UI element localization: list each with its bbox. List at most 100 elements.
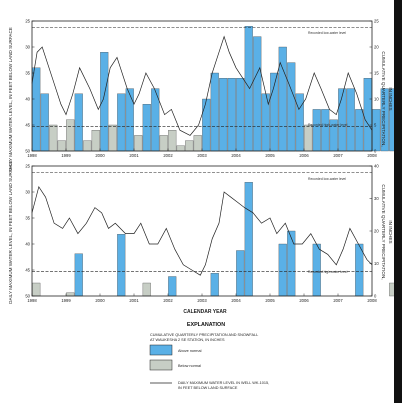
bottom-left-axis-title: DAILY MAXIMUM WATER LEVEL, IN FEET BELOW… [8, 160, 13, 304]
top-precip-bar [355, 109, 364, 152]
bottom-precip-bar [287, 230, 296, 297]
bottom-right-tick-label: 0 [374, 294, 377, 299]
bottom-precip-bar [278, 243, 287, 297]
top-right-tick-label: 15 [374, 71, 379, 76]
top-right-tick-label: 10 [374, 97, 379, 102]
bottom-x-tick-label: 2005 [265, 298, 275, 303]
top-left-tick-label: 40 [25, 97, 30, 102]
top-precip-bar [117, 93, 126, 152]
bottom-right-tick-label: 20 [374, 229, 379, 234]
below-normal-swatch [149, 359, 173, 371]
top-left-tick-label: 25 [25, 19, 30, 24]
bottom-left-tick-label: 50 [25, 294, 30, 299]
top-precip-bar [346, 88, 355, 152]
top-left-tick-label: 50 [25, 149, 30, 154]
top-precip-bar [32, 67, 41, 152]
top-precip-bar [40, 93, 49, 152]
bottom-left-tick-label: 35 [25, 216, 30, 221]
bottom-left-tick-label: 25 [25, 164, 30, 169]
bottom-x-tick-label: 2008 [367, 298, 377, 303]
top-right-tick-label: 25 [374, 19, 379, 24]
bottom-x-tick-label: 1999 [61, 298, 71, 303]
top-precip-bar [193, 135, 202, 152]
bottom-x-tick-label: 2006 [299, 298, 309, 303]
top-left-axis-title: DAILY MAXIMUM WATER LEVEL, IN FEET BELOW… [8, 27, 13, 171]
bottom-precip-bar [142, 282, 151, 297]
top-precip-bar [202, 98, 211, 152]
top-x-tick-label: 2005 [265, 153, 275, 158]
top-precip-bar [57, 140, 66, 152]
top-left-tick-label: 30 [25, 45, 30, 50]
top-axis-ticks: 1998 1999 2000 2001 2002 2003 2004 2005 2006 2007… [25, 19, 379, 159]
top-precip-bar [74, 93, 83, 152]
above-normal-swatch [149, 344, 173, 356]
x-axis-title: CALENDAR YEAR [183, 309, 227, 315]
top-precip-bar [100, 52, 109, 152]
top-x-tick-label: 2003 [197, 153, 207, 158]
top-x-tick-label: 2002 [163, 153, 173, 158]
bottom-right-axis-title-2: IN INCHES [388, 220, 393, 243]
bottom-precip-bar [236, 250, 245, 297]
top-left-tick-label: 35 [25, 71, 30, 76]
bottom-axis-ticks: 1998 1999 2000 2001 2002 2003 2004 2005 2006 2007… [25, 164, 379, 304]
bottom-precip-bar [66, 292, 75, 297]
explanation-subtitle-2: AT WAUKESHA 2 SE STATION, IN INCHES [150, 338, 225, 342]
top-precip-bar [287, 62, 296, 152]
top-x-tick-label: 2004 [231, 153, 241, 158]
bottom-x-tick-label: 2003 [197, 298, 207, 303]
water-level-line-label-2: IN FEET BELOW LAND SURFACE [178, 386, 238, 390]
explanation-legend: EXPLANATION CUMULATIVE QUARTERLY PRECIPI… [149, 322, 269, 390]
bottom-high-level-label: Recorded high-water level [308, 270, 348, 274]
bottom-left-tick-label: 45 [25, 268, 30, 273]
top-right-axis-title-2: IN INCHES [388, 87, 393, 110]
top-precip-bar [49, 124, 58, 152]
top-high-level-label: Recorded high-water level [308, 123, 348, 127]
bottom-precip-bar [32, 282, 41, 297]
bottom-precip-bar [210, 273, 219, 297]
top-precip-bar [236, 78, 245, 152]
bottom-right-tick-label: 40 [374, 164, 379, 169]
bottom-left-tick-label: 30 [25, 190, 30, 195]
top-precip-bar [244, 26, 253, 152]
top-precip-bar [338, 88, 347, 152]
top-precip-bar [372, 109, 381, 152]
bottom-left-tick-label: 40 [25, 242, 30, 247]
bottom-water-level-line [31, 185, 373, 276]
above-normal-label: Above normal [178, 349, 202, 353]
top-precip-bar [380, 88, 389, 152]
bottom-precip-bar [168, 276, 177, 297]
bottom-x-tick-label: 2000 [95, 298, 105, 303]
top-plot-frame [31, 20, 373, 152]
top-right-tick-label: 5 [374, 123, 377, 128]
top-x-tick-label: 1998 [27, 153, 37, 158]
scan-edge-border [394, 0, 402, 403]
explanation-subtitle-1: CUMULATIVE QUARTERLY PRECIPITATION AND S… [150, 333, 258, 337]
top-right-tick-label: 20 [374, 45, 379, 50]
top-x-tick-label: 2001 [129, 153, 139, 158]
top-water-level-line [31, 35, 373, 136]
top-precip-bar [168, 130, 177, 152]
top-x-tick-label: 2007 [333, 153, 343, 158]
explanation-title: EXPLANATION [187, 322, 225, 328]
top-precip-bar [142, 104, 151, 152]
bottom-precip-bar [74, 253, 83, 297]
bottom-x-tick-label: 2002 [163, 298, 173, 303]
top-precip-bar [91, 130, 100, 152]
bottom-panel: 1998 1999 2000 2001 2002 2003 2004 2005 2006 2007… [8, 160, 402, 315]
bottom-low-level-label: Recorded low-water level [308, 177, 346, 181]
bottom-precip-bar [355, 243, 364, 297]
top-right-tick-label: 0 [374, 149, 377, 154]
top-x-tick-label: 2006 [299, 153, 309, 158]
top-precip-bar [176, 145, 185, 152]
top-low-level-label: Recorded low-water level [308, 31, 346, 35]
top-precip-bar [261, 93, 270, 152]
top-left-tick-label: 45 [25, 123, 30, 128]
bottom-precip-bar [117, 234, 126, 297]
top-precip-bar [295, 93, 304, 152]
bottom-x-tick-label: 2004 [231, 298, 241, 303]
bottom-right-tick-label: 30 [374, 196, 379, 201]
bottom-x-tick-label: 1998 [27, 298, 37, 303]
below-normal-label: Below normal [178, 364, 201, 368]
water-level-line-label-1: DAILY MAXIMUM WATER LEVEL IN WELL WK-101… [178, 381, 269, 385]
